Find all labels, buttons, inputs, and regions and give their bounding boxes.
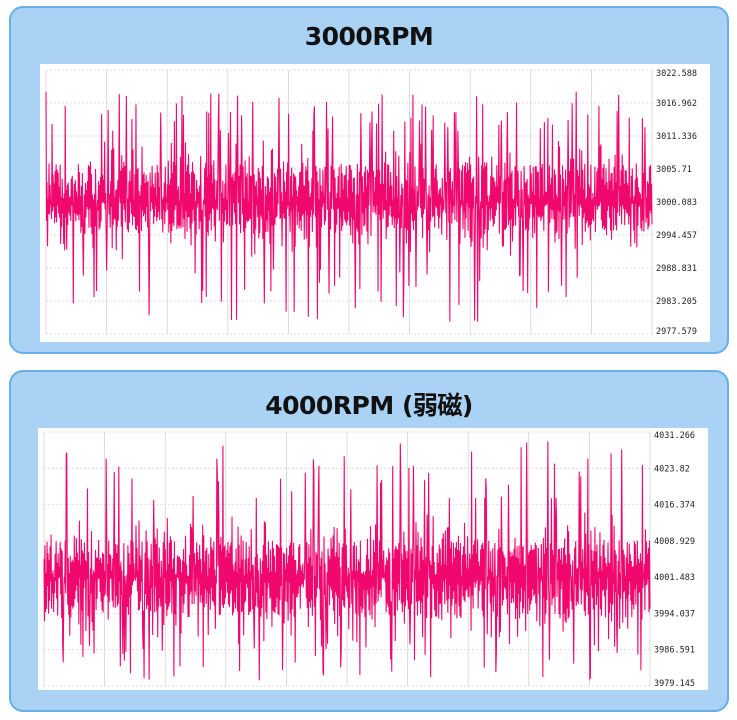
chart-panel-4000rpm: 4000RPM (弱磁) 4031.266 4023.82 4016.374 4008… bbox=[9, 370, 729, 712]
y-tick-label: 3005.71 bbox=[656, 165, 692, 175]
y-tick-label: 3016.962 bbox=[656, 99, 697, 109]
y-tick-label: 4016.374 bbox=[654, 501, 695, 511]
rpm-line-chart-3000: 3022.588 3016.962 3011.336 3005.71 3000.083 2… bbox=[45, 69, 697, 337]
y-tick-label: 2988.831 bbox=[656, 264, 697, 274]
chart-area: 3022.588 3016.962 3011.336 3005.71 3000.083 2… bbox=[40, 64, 710, 342]
y-tick-label: 3994.037 bbox=[654, 609, 695, 619]
rpm-line-chart-4000: 4031.266 4023.82 4016.374 4008.929 4001.483 3… bbox=[43, 431, 695, 689]
y-tick-label: 4008.929 bbox=[654, 537, 695, 547]
chart-title: 4000RPM (弱磁) bbox=[265, 391, 473, 420]
chart-area: 4031.266 4023.82 4016.374 4008.929 4001.483 3… bbox=[38, 428, 708, 690]
y-tick-label: 2977.579 bbox=[656, 327, 697, 337]
y-tick-label: 3979.145 bbox=[654, 679, 695, 689]
y-tick-label: 4001.483 bbox=[654, 573, 695, 583]
y-tick-label: 4023.82 bbox=[654, 464, 690, 474]
y-tick-label: 3022.588 bbox=[656, 69, 697, 79]
y-tick-label: 3011.336 bbox=[656, 132, 697, 142]
y-tick-label: 4031.266 bbox=[654, 431, 695, 441]
series-line bbox=[45, 91, 653, 322]
y-tick-label: 2994.457 bbox=[656, 231, 697, 241]
y-tick-label: 2983.205 bbox=[656, 297, 697, 307]
chart-panel-3000rpm: 3000RPM 3022.588 3016.962 3011.336 3005.71 3… bbox=[9, 6, 729, 354]
y-tick-label: 3986.591 bbox=[654, 646, 695, 656]
series-line bbox=[43, 441, 651, 681]
y-tick-label: 3000.083 bbox=[656, 198, 697, 208]
chart-title: 3000RPM bbox=[304, 22, 434, 51]
